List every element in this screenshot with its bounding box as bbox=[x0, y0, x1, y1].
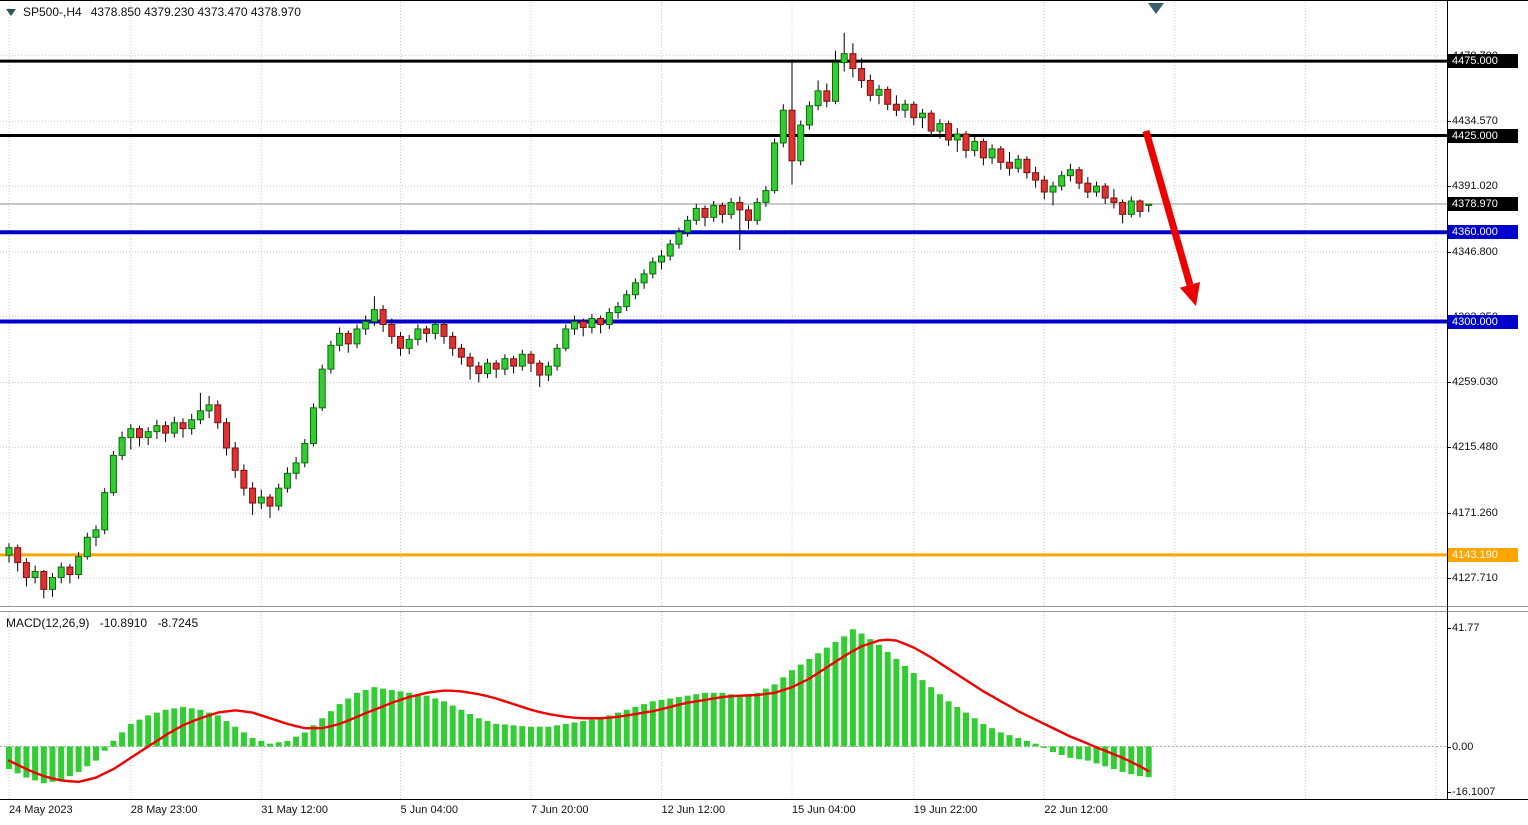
macd-title: MACD(12,26,9) -10.8910 -8.7245 bbox=[6, 616, 198, 630]
macd-signal-line bbox=[7, 638, 1150, 784]
panel-splitter[interactable] bbox=[0, 606, 1528, 612]
chart-shift-marker-icon[interactable] bbox=[1148, 3, 1164, 14]
candles bbox=[5, 32, 1153, 599]
main-chart-canvas[interactable] bbox=[0, 0, 1447, 606]
macd-indicator-label: MACD(12,26,9) bbox=[6, 616, 90, 630]
chart-title: SP500-,H4 4378.850 4379.230 4373.470 437… bbox=[6, 5, 301, 19]
macd-signal-value: -8.7245 bbox=[157, 616, 199, 630]
window-border-top bbox=[0, 0, 1528, 1]
macd-main-value: -10.8910 bbox=[99, 616, 148, 630]
time-axis[interactable] bbox=[0, 800, 1528, 825]
price-axis[interactable] bbox=[1448, 0, 1528, 799]
price-axis-border bbox=[1447, 0, 1448, 799]
macd-histogram bbox=[6, 629, 1152, 784]
time-axis-border bbox=[0, 799, 1528, 800]
trend-arrow-annotation[interactable] bbox=[1142, 130, 1201, 306]
ohlc-readout: 4378.850 4379.230 4373.470 4378.970 bbox=[90, 5, 301, 19]
macd-panel-canvas[interactable] bbox=[0, 612, 1447, 799]
symbol-period-label: SP500-,H4 bbox=[23, 5, 82, 19]
main-grid bbox=[0, 2, 1447, 606]
symbol-dropdown-icon[interactable] bbox=[6, 8, 16, 16]
